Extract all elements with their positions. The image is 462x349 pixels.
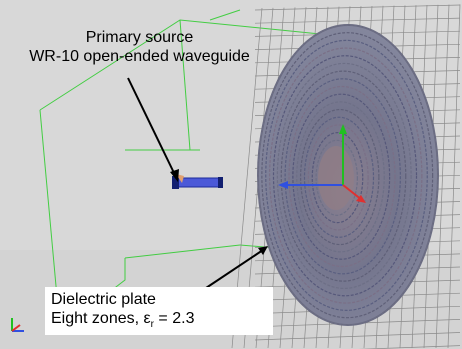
dielectric-plate-description: Eight zones, εr = 2.3 (51, 309, 267, 331)
mesh-line (435, 4, 450, 349)
plate-zone-ring (280, 70, 407, 282)
epsilon-symbol: ε (143, 310, 151, 328)
plate-zone-rings (257, 24, 439, 326)
plate-zone-ring (284, 78, 401, 275)
mesh-line (254, 4, 461, 11)
plate-zone-ring (265, 39, 428, 311)
plate-center (318, 146, 354, 210)
permittivity-value: = 2.3 (153, 310, 195, 328)
plate-zone-ring (272, 55, 418, 297)
plate-pointer-arrow (202, 246, 268, 291)
plate-zone-ring (257, 24, 439, 326)
plate-axes (278, 124, 366, 203)
plate-zone-ring (303, 116, 375, 238)
plate-zone-ring (276, 62, 412, 290)
plate-zone-ring (300, 108, 380, 246)
primary-source-title: Primary source (85, 29, 194, 46)
zones-text: Eight zones, (51, 310, 144, 328)
coordinate-axes-icon (11, 318, 24, 332)
plate-zone-ring (311, 132, 364, 224)
primary-source-description: WR-10 open-ended waveguide (29, 48, 250, 66)
plate-zone-ring (292, 93, 391, 260)
plate-zone-ring (261, 32, 434, 319)
mesh-line (254, 332, 461, 341)
mesh-line (254, 17, 461, 24)
primary-source-label: Primary source WR-10 open-ended waveguid… (2, 28, 277, 70)
dielectric-plate-label: Dielectric plate Eight zones, εr = 2.3 (45, 287, 273, 335)
mesh-line (358, 345, 461, 349)
plate-zone-ring (269, 47, 423, 304)
plate-zone-ring (315, 139, 358, 216)
plate-zone-ring (288, 85, 396, 268)
source-pointer-arrow (127, 77, 179, 182)
dielectric-plate (257, 24, 439, 326)
dielectric-plate-title: Dielectric plate (51, 291, 156, 308)
plate-zone-ring (296, 101, 385, 253)
epsilon-subscript: r (150, 319, 154, 331)
mesh-line (447, 4, 461, 349)
plate-zone-ring (307, 124, 369, 231)
